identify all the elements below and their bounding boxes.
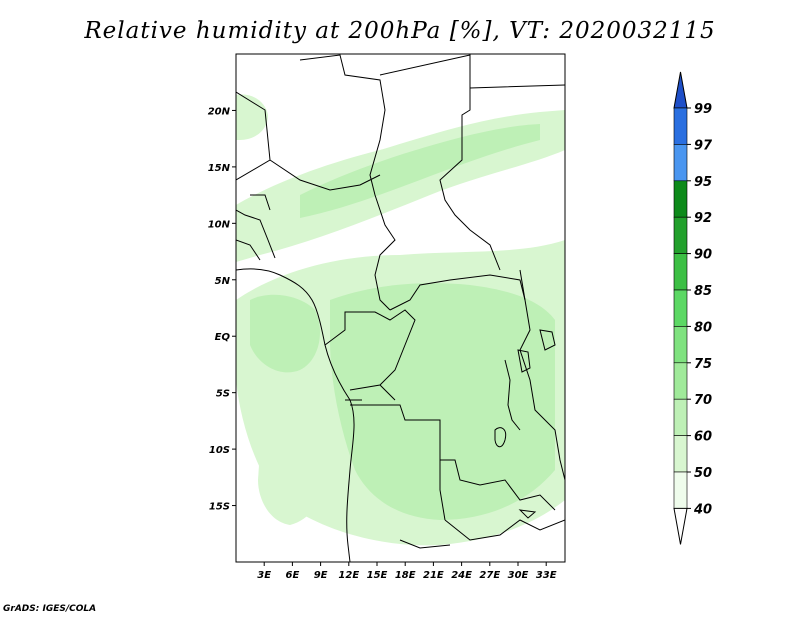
lon-label: 15E [367,570,388,581]
lat-label: 20N [208,106,231,117]
colorbar-label: 50 [694,466,712,481]
colorbar-segment [673,144,688,182]
lon-label: 12E [338,570,359,581]
plot-title: Relative humidity at 200hPa [%], VT: 202… [84,18,716,44]
colorbar-segment [673,253,688,291]
colorbar-bottom-arrow [673,507,688,545]
lon-label: 3E [257,570,271,581]
humidity-band-sahel-core [300,124,540,218]
border-south [399,519,565,549]
lon-label: 6E [286,570,300,581]
lon-label: 18E [395,570,416,581]
longitude-axis: 3E 6E 9E 12E 15E 18E 21E 24E 27E 30E 33E [257,562,557,581]
humidity-north-patch [236,94,268,140]
colorbar-top-arrow [673,71,688,109]
colorbar-label: 60 [694,430,712,445]
lat-label: 10S [209,445,230,456]
west-coastline [236,268,355,562]
humidity-south-patch [258,446,321,525]
colorbar-label: 95 [694,175,712,190]
colorbar-label: 90 [694,248,712,263]
lat-label: 10N [208,219,231,230]
colorbar-segment [673,289,688,327]
colorbar-segment [673,435,688,473]
lat-label: 15S [209,502,230,513]
map-frame [235,53,566,563]
lon-label: 30E [508,570,529,581]
colorbar-label: 99 [694,102,712,117]
lat-label: 5S [216,389,230,400]
humidity-central-core [330,283,555,520]
colorbar-label: 92 [694,211,712,226]
colorbar-label: 40 [693,502,712,517]
border-chad-cameroon [374,209,526,311]
colorbar-segment [673,107,688,145]
lon-label: 33E [536,570,557,581]
colorbar-segment [673,216,688,254]
lat-label: 5N [215,276,231,287]
latitude-axis: 20N 15N 10N 5N EQ 5S 10S 15S [208,106,236,513]
colorbar-label: 75 [694,357,712,372]
border-west-africa [236,194,276,261]
lat-label: EQ [215,332,231,343]
colorbar-segment [673,471,688,509]
grads-credit: GrADS: IGES/COLA [3,604,97,614]
colorbar-segment [673,180,688,218]
colorbar-label: 70 [694,393,712,408]
humidity-shading [236,94,565,546]
colorbar-segment [673,398,688,436]
colorbar-segment [673,326,688,364]
border-sahara [236,54,501,271]
colorbar-label: 80 [694,320,712,335]
colorbar-label: 97 [694,138,713,153]
country-borders [236,54,565,562]
lake-outlines [494,329,556,519]
colorbar-label: 85 [694,284,712,299]
border-central [324,309,556,521]
lon-label: 27E [479,570,500,581]
lat-label: 15N [208,163,231,174]
lon-label: 21E [423,570,444,581]
colorbar: 99 97 95 92 90 85 80 75 70 60 50 40 [673,71,713,545]
humidity-west-patch [250,294,320,373]
lon-label: 24E [451,570,472,581]
colorbar-segment [673,362,688,400]
border-east [469,84,565,481]
lon-label: 9E [314,570,328,581]
